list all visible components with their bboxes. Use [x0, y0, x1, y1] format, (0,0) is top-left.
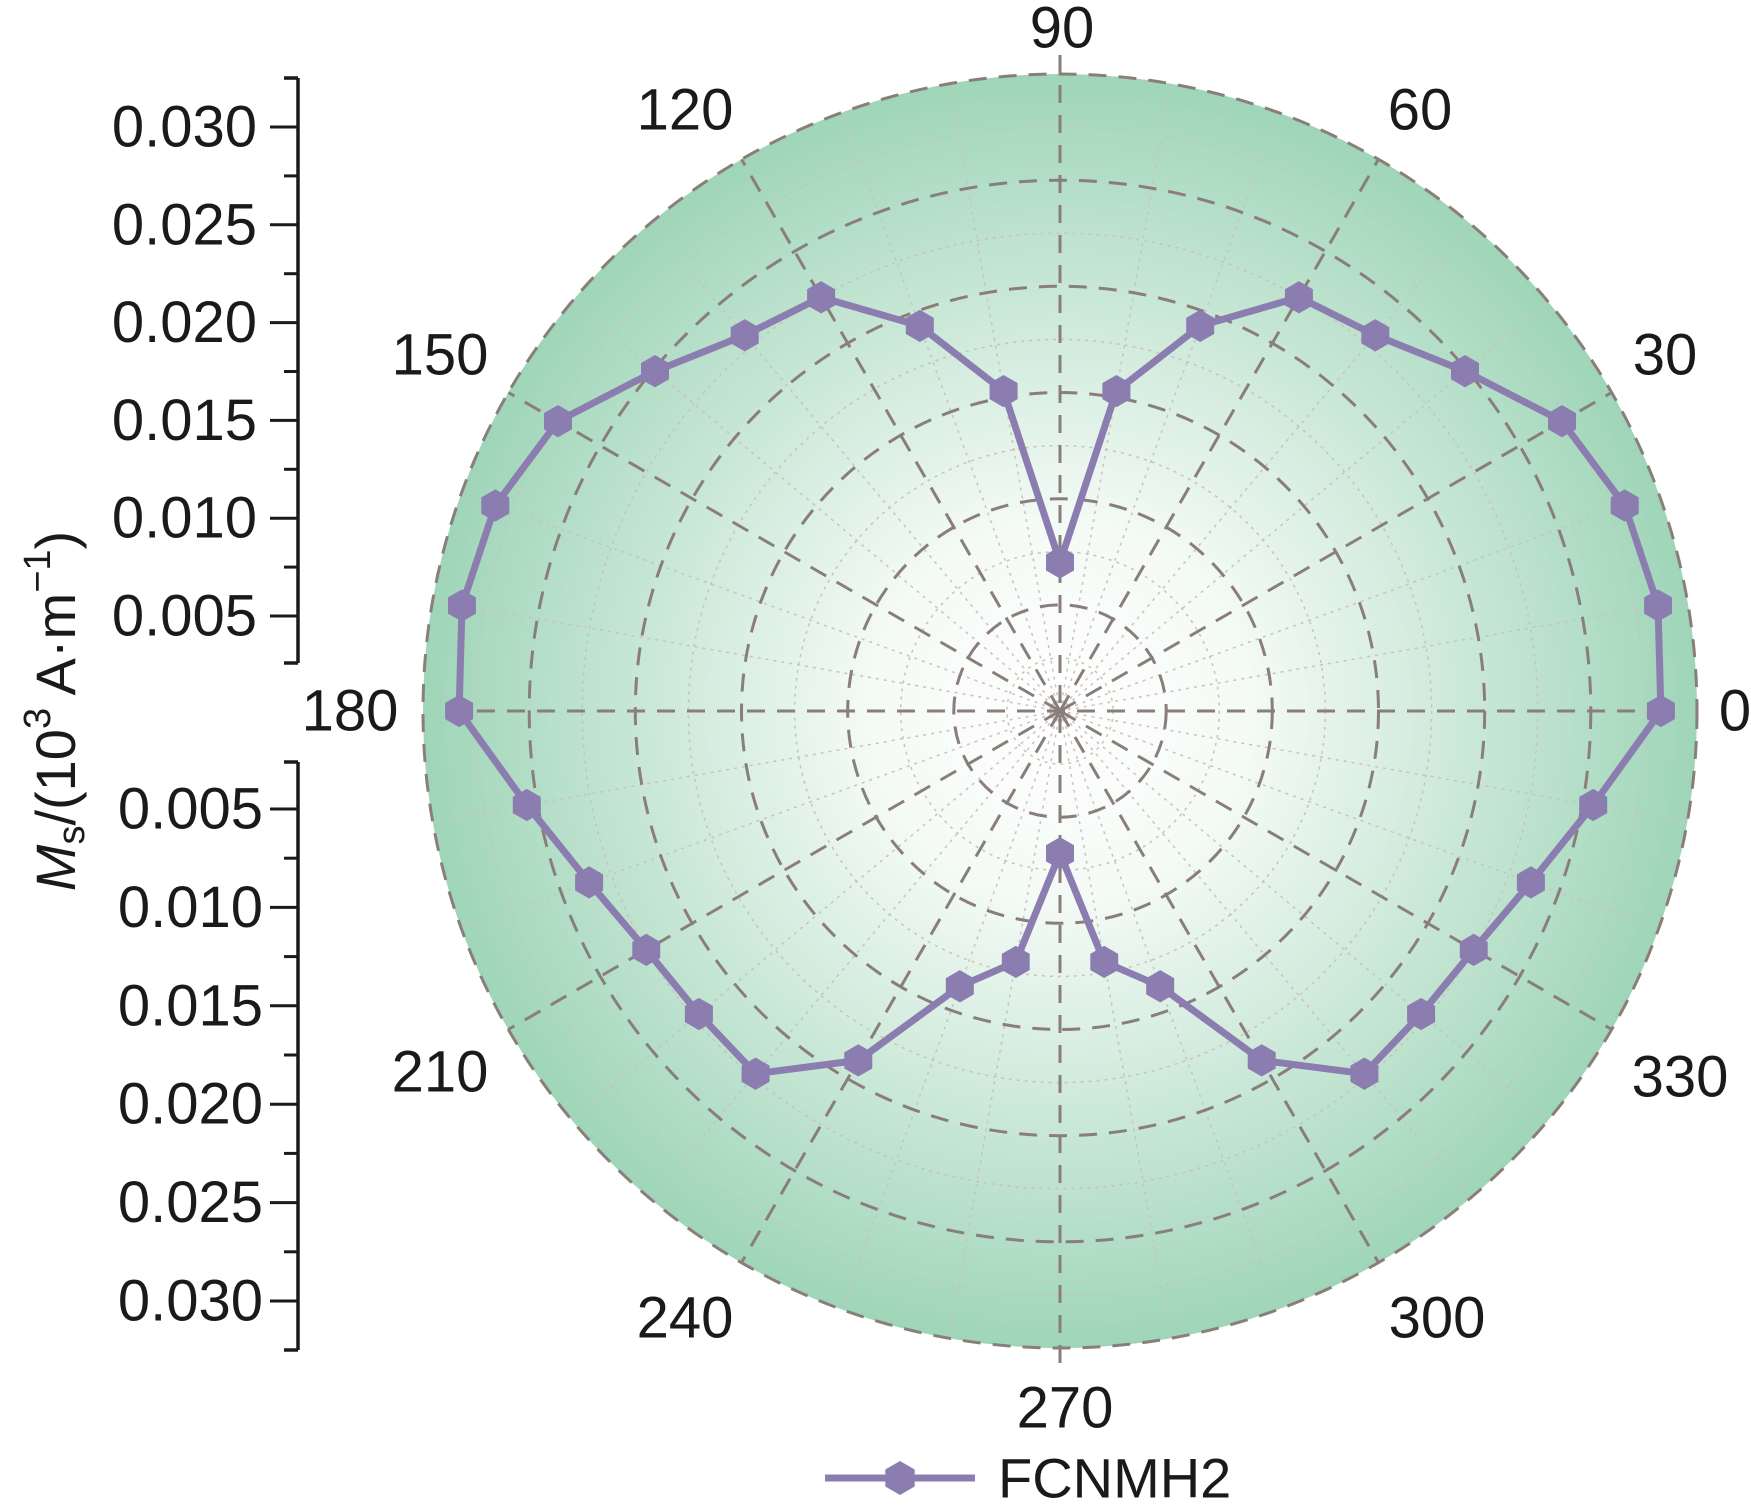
data-point [730, 319, 759, 352]
axis-label-superscript: 3 [17, 708, 59, 729]
upper-tick-label: 0.030 [112, 95, 257, 160]
data-point [684, 997, 713, 1031]
lower-tick-label: 0.015 [118, 973, 263, 1038]
angular-spoke [740, 710, 1062, 1264]
angle-label-180: 180 [302, 679, 399, 744]
data-point [905, 309, 934, 343]
axis-label-symbol: M [24, 844, 87, 891]
data-point [1407, 997, 1436, 1031]
lower-tick-label: 0.005 [118, 777, 263, 842]
radial-tick-labels: 0.005 0.005 0.010 0.010 0.015 0.015 0.020 0.020… [112, 95, 263, 1334]
lower-tick-label: 0.025 [118, 1170, 263, 1235]
axis-label-unit-end: ) [24, 531, 87, 550]
data-point [807, 281, 836, 314]
data-point [448, 589, 476, 622]
angle-label-90: 90 [1030, 0, 1095, 61]
legend: FCNMH2 [825, 1447, 1231, 1505]
angle-label-330: 330 [1632, 1045, 1729, 1110]
data-point [1186, 309, 1215, 343]
minor-grid-spoke [1059, 492, 1659, 712]
data-point [641, 355, 669, 388]
data-point [1146, 970, 1175, 1003]
data-point [632, 933, 661, 967]
data-point [1350, 1057, 1379, 1090]
minor-grid-spoke [841, 710, 1061, 1310]
data-point [1090, 945, 1119, 979]
angular-spoke [1059, 391, 1613, 713]
upper-tick-label: 0.005 [112, 584, 257, 649]
data-point [1102, 374, 1131, 408]
data-point [1548, 405, 1576, 438]
upper-tick-label: 0.015 [112, 388, 257, 453]
data-point [512, 788, 541, 822]
data-point [1247, 1044, 1276, 1077]
data-point [1646, 694, 1675, 728]
angle-label-150: 150 [392, 323, 489, 388]
lower-tick-label: 0.030 [118, 1269, 263, 1334]
data-point [1579, 788, 1608, 822]
angle-label-270: 270 [1017, 1376, 1114, 1441]
angle-label-300: 300 [1389, 1286, 1486, 1351]
data-point [575, 866, 604, 899]
angle-label-60: 60 [1388, 78, 1453, 143]
data-point [1046, 837, 1074, 870]
data-point [1046, 546, 1074, 579]
series-fcnmh2 [445, 281, 1675, 1090]
angle-label-30: 30 [1633, 323, 1698, 388]
data-point [481, 489, 510, 522]
data-point [1516, 866, 1545, 899]
data-point [1610, 489, 1639, 522]
minor-grid-spoke [432, 599, 1061, 712]
data-point [1459, 933, 1488, 967]
angle-label-120: 120 [637, 78, 734, 143]
angle-label-210: 210 [392, 1040, 489, 1105]
data-point [1361, 319, 1390, 352]
angular-tick-labels: 0 30 60 90 120 150 180 210 240 270 300 330 [302, 0, 1751, 1441]
upper-tick-label: 0.010 [112, 486, 257, 551]
legend-label: FCNMH2 [998, 1447, 1231, 1505]
angular-spoke [1058, 158, 1380, 712]
angular-spoke [1058, 710, 1380, 1264]
angular-spoke [507, 391, 1061, 713]
angular-spoke [740, 158, 1062, 712]
angular-spokes [447, 55, 1673, 1370]
data-point [844, 1044, 873, 1077]
axis-label-unit-b: A·m [24, 593, 87, 708]
lower-tick-label: 0.020 [118, 1072, 263, 1137]
data-point [1644, 589, 1672, 622]
data-point [1451, 355, 1479, 388]
data-point [445, 694, 474, 728]
angular-spoke [1059, 709, 1613, 1031]
radial-axes [270, 76, 300, 1352]
upper-tick-label: 0.020 [112, 290, 257, 355]
data-point [741, 1057, 770, 1090]
data-point [1284, 281, 1313, 314]
minor-grid-spoke [1059, 710, 1172, 1339]
minor-grid-circle [475, 126, 1645, 1296]
radial-axis-label: Ms/(103 A·m−1) [17, 531, 93, 891]
data-point [989, 374, 1018, 408]
data-point [945, 970, 974, 1003]
angle-label-240: 240 [637, 1286, 734, 1351]
data-point [1001, 945, 1030, 979]
data-point [544, 405, 572, 438]
axis-label-subscript: s [51, 826, 93, 845]
angular-spoke [507, 709, 1061, 1031]
axis-label-superscript-2: −1 [17, 549, 59, 592]
angle-label-0: 0 [1719, 679, 1751, 744]
upper-tick-label: 0.025 [112, 192, 257, 257]
lower-tick-label: 0.010 [118, 875, 263, 940]
legend-marker [885, 1461, 915, 1495]
axis-label-unit-a: /(10 [24, 729, 87, 826]
